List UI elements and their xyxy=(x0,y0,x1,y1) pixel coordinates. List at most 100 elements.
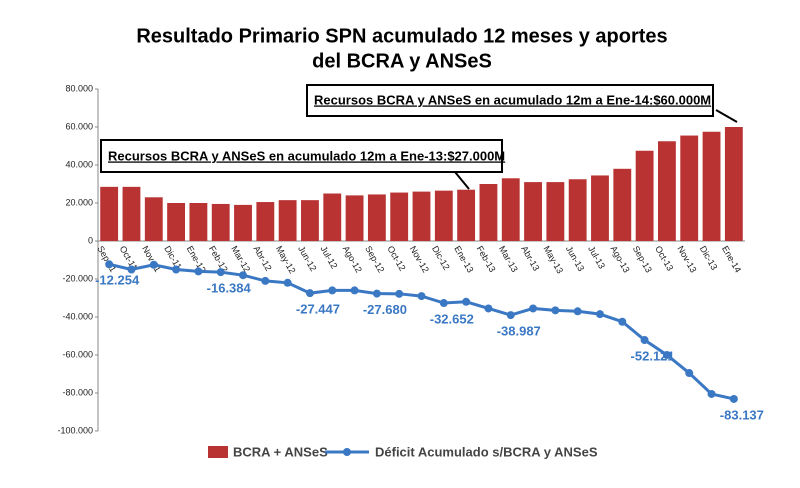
bar xyxy=(568,179,587,241)
data-label: -27.680 xyxy=(363,302,407,317)
point xyxy=(640,336,649,345)
x-tick-label: Jun-13 xyxy=(564,244,586,273)
legend-label: BCRA + ANSeS xyxy=(233,444,328,459)
x-tick-label: May-13 xyxy=(542,244,566,275)
data-label: -27.447 xyxy=(296,302,340,317)
x-tick-label: Ene-13 xyxy=(452,244,475,274)
point xyxy=(439,299,448,308)
line xyxy=(108,262,735,401)
bar xyxy=(635,150,654,241)
x-tick-label: Nov-11 xyxy=(140,244,163,274)
point xyxy=(194,267,203,276)
chart-title: del BCRA y ANSeS xyxy=(312,50,492,72)
x-tick-label: May-12 xyxy=(274,244,298,275)
point xyxy=(662,351,671,359)
bar xyxy=(167,203,186,241)
x-tick-label: Abr-12 xyxy=(252,244,274,272)
y-tick-label: 0 xyxy=(88,235,93,245)
point xyxy=(105,260,114,269)
bar xyxy=(367,194,386,241)
y-tick-label: -80.000 xyxy=(62,387,93,397)
point xyxy=(595,310,604,319)
x-tick-label: Jun-12 xyxy=(296,244,318,273)
x-tick-label: Mar-12 xyxy=(229,244,252,274)
bar xyxy=(724,127,743,241)
x-tick-label: Mar-13 xyxy=(497,244,520,274)
bar xyxy=(613,168,632,241)
point xyxy=(239,271,248,280)
point xyxy=(149,260,158,269)
point xyxy=(350,286,359,295)
point xyxy=(417,292,426,301)
bar xyxy=(524,182,542,241)
annotation-box xyxy=(306,84,714,117)
y-tick-label: -100.000 xyxy=(57,425,93,435)
bar xyxy=(278,200,297,241)
bar xyxy=(122,186,141,241)
bar xyxy=(301,200,319,241)
data-label: -16.384 xyxy=(207,281,252,296)
y-tick-label: -20.000 xyxy=(62,273,93,283)
point xyxy=(283,278,292,287)
point xyxy=(395,289,404,298)
x-tick-label: Feb-13 xyxy=(475,244,498,274)
point xyxy=(618,317,627,326)
data-label: -52.121 xyxy=(631,348,675,363)
point xyxy=(462,297,471,306)
bar xyxy=(546,182,565,241)
bar xyxy=(211,203,230,241)
bar xyxy=(479,184,498,241)
x-tick-label: Sep-13 xyxy=(631,244,654,274)
annotation: Recursos BCRA y ANSeS en acumulado 12m a… xyxy=(314,92,711,107)
point xyxy=(216,268,225,277)
annotation-arrow xyxy=(715,109,738,123)
point xyxy=(484,304,493,313)
bar xyxy=(100,186,119,241)
point xyxy=(305,289,314,298)
legend-swatch xyxy=(343,448,351,456)
point xyxy=(172,265,181,274)
x-tick-label: Dic-12 xyxy=(430,244,452,272)
x-tick-label: Oct-13 xyxy=(653,244,675,272)
point xyxy=(729,394,738,403)
point xyxy=(685,369,694,378)
point xyxy=(506,311,515,320)
y-tick-label: -40.000 xyxy=(62,311,93,321)
x-tick-label: Sep-12 xyxy=(363,244,386,274)
point xyxy=(551,306,560,315)
legend-label: Déficit Acumulado s/BCRA y ANSeS xyxy=(375,444,598,459)
bar xyxy=(680,135,699,241)
data-label: -32.652 xyxy=(430,311,474,326)
y-tick-label: 40.000 xyxy=(65,159,93,169)
x-tick-label: Ago-13 xyxy=(609,244,632,274)
bar xyxy=(234,204,252,241)
x-tick-label: Oct-12 xyxy=(385,244,407,272)
annotation-arrow xyxy=(454,171,470,190)
legend-swatch xyxy=(208,446,228,458)
x-tick-label: Abr-13 xyxy=(519,244,541,272)
bar xyxy=(702,131,721,241)
data-label: -12.254 xyxy=(95,273,140,288)
point xyxy=(573,307,582,316)
bar xyxy=(189,203,208,241)
bar xyxy=(144,197,163,241)
chart-title: Resultado Primario SPN acumulado 12 mese… xyxy=(136,25,667,47)
x-tick-label: Jul-12 xyxy=(318,244,339,270)
point xyxy=(529,304,538,313)
bar xyxy=(501,178,520,241)
point xyxy=(328,286,337,295)
y-tick-label: -60.000 xyxy=(62,349,93,359)
bar xyxy=(434,190,453,241)
point xyxy=(707,389,716,398)
bar xyxy=(657,141,676,241)
x-tick-label: Dic-13 xyxy=(698,244,720,272)
y-tick-label: 60.000 xyxy=(65,121,93,131)
point xyxy=(372,289,381,298)
x-tick-label: Ago-12 xyxy=(341,244,364,274)
x-tick-label: Nov-12 xyxy=(408,244,431,274)
bar xyxy=(256,202,275,241)
y-tick-label: 20.000 xyxy=(65,197,93,207)
point xyxy=(261,276,270,285)
x-tick-label: Ene-14 xyxy=(720,244,743,274)
